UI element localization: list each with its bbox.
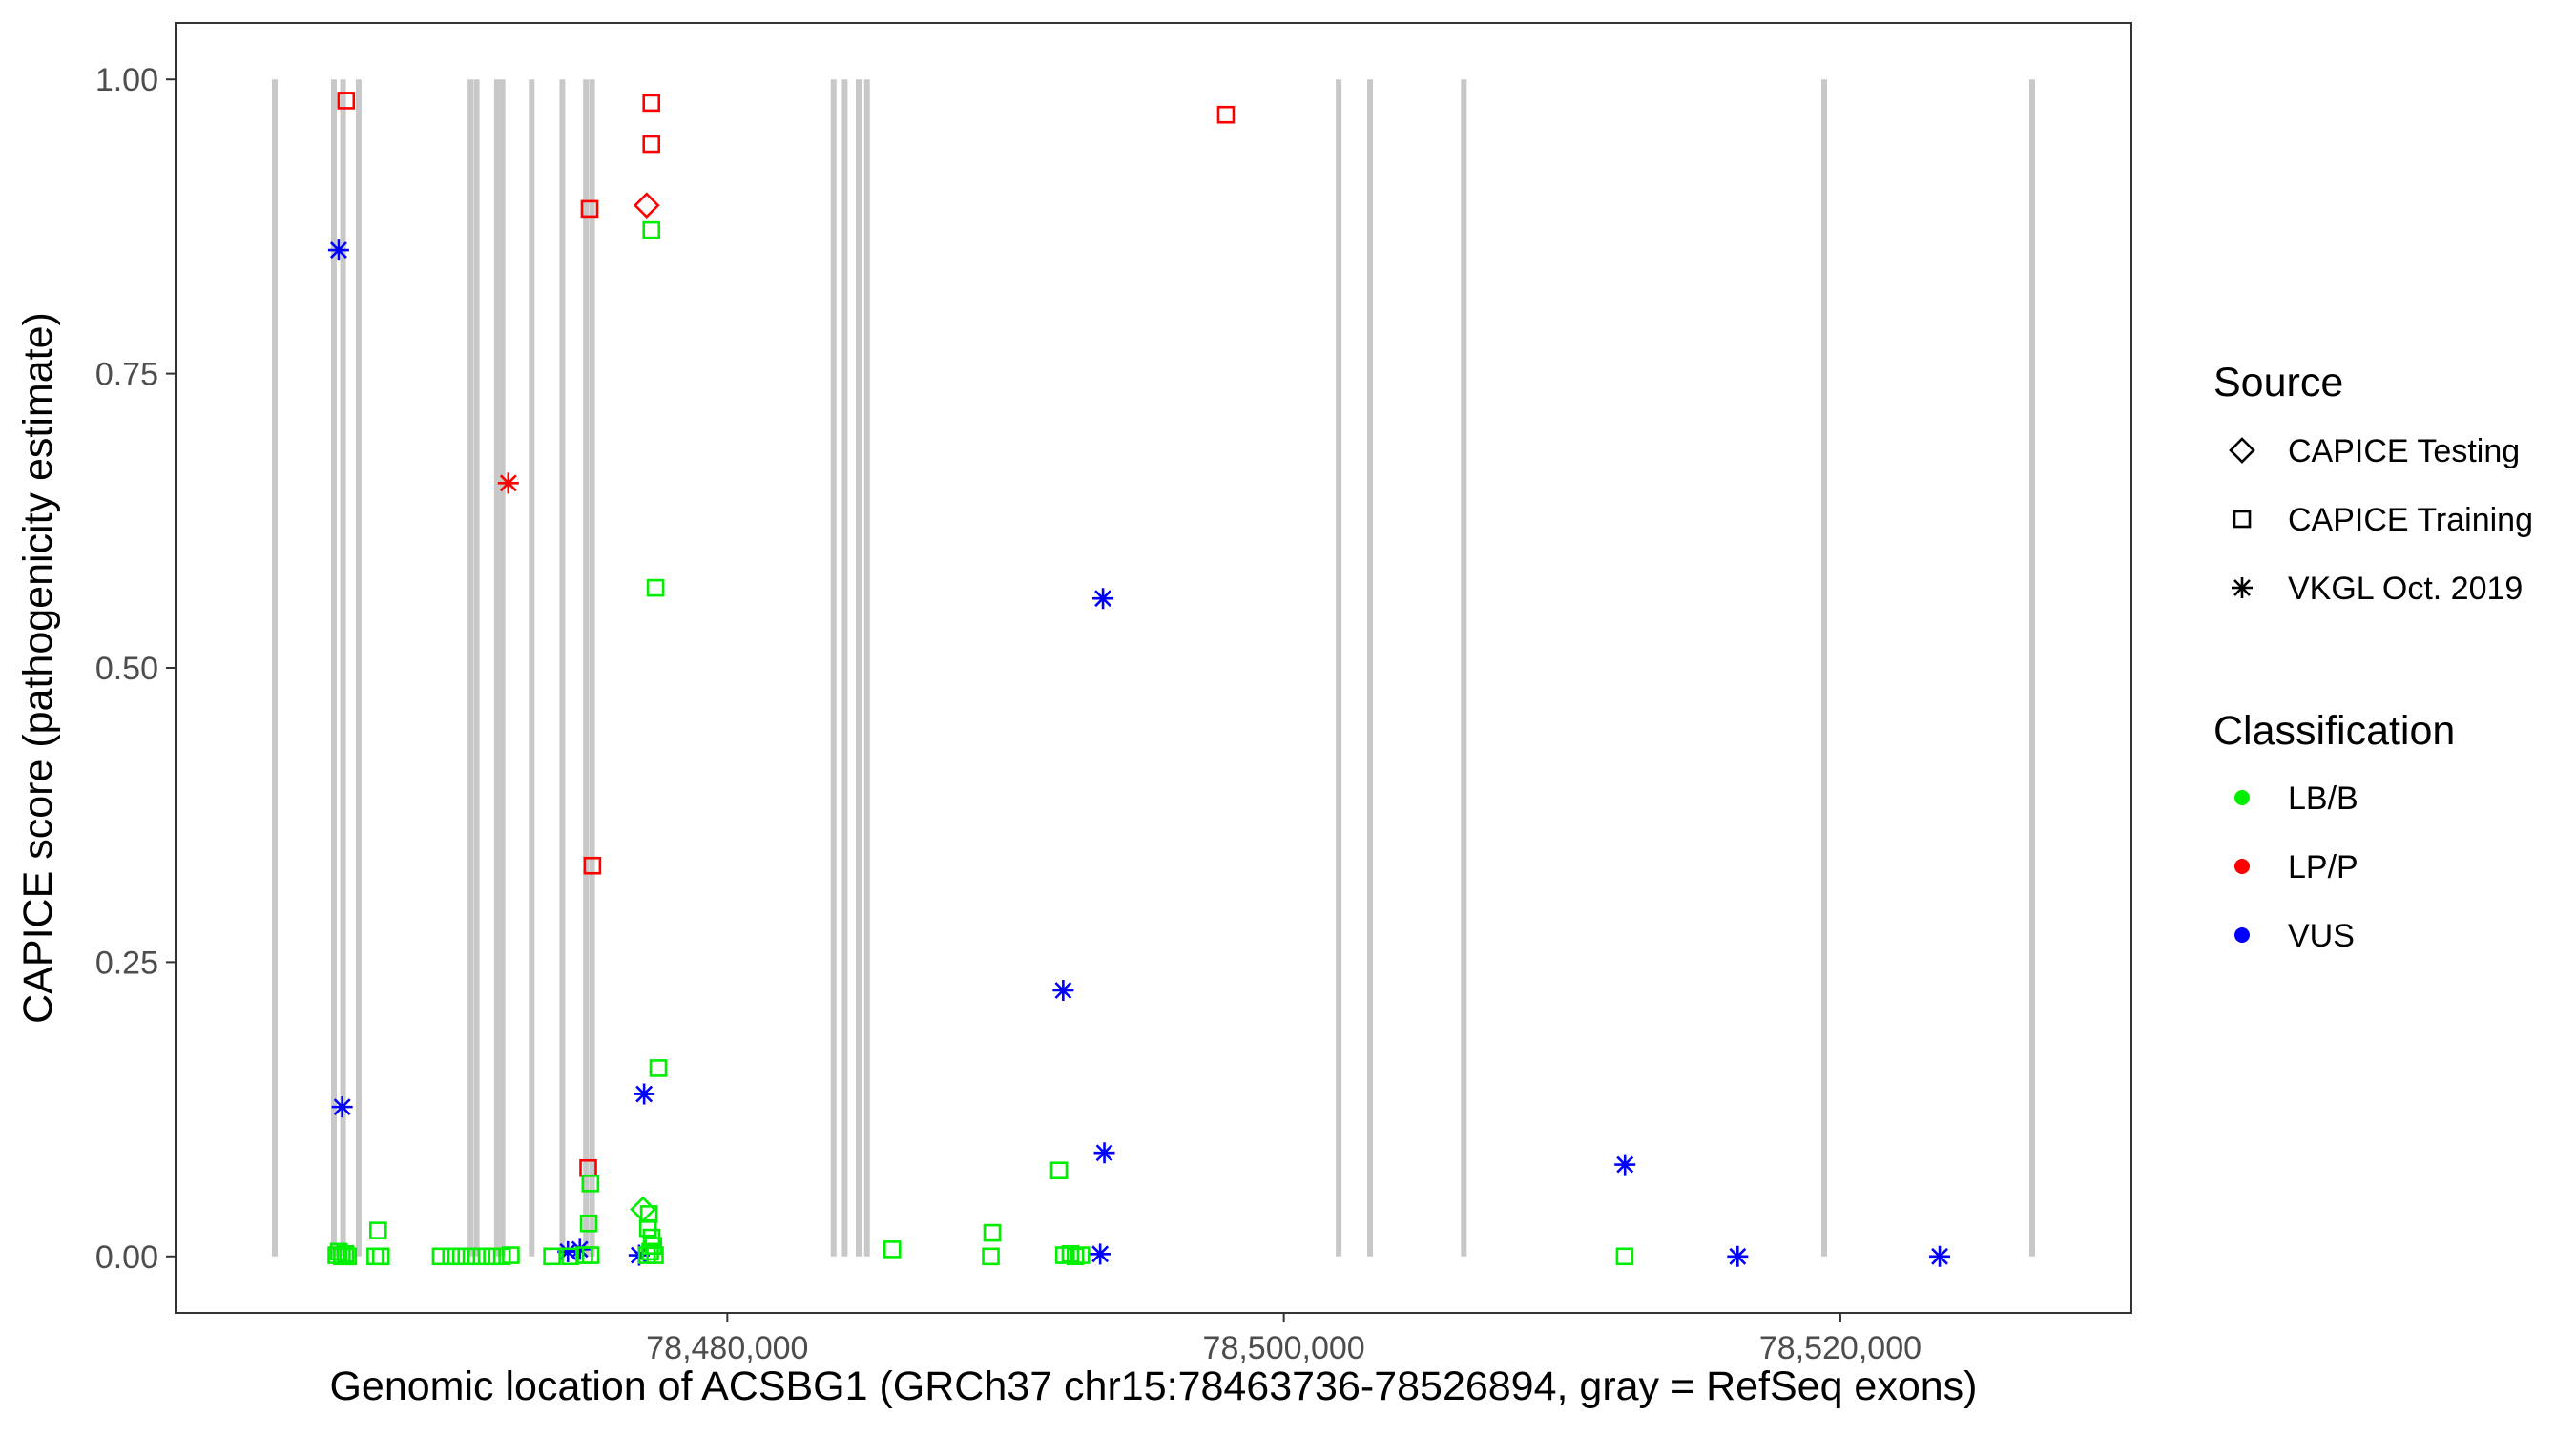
data-point	[331, 1096, 353, 1118]
x-tick-label: 78,480,000	[646, 1330, 808, 1366]
data-point	[630, 1196, 656, 1223]
x-tick-label: 78,500,000	[1203, 1330, 1365, 1366]
data-point	[1093, 1142, 1115, 1164]
y-axis-ticks: 0.00 0.25 0.50 0.75 1.00	[95, 62, 176, 1276]
data-point	[557, 1240, 579, 1262]
legend-key-diamond	[2229, 437, 2255, 464]
y-tick-label: 0.75	[95, 357, 158, 393]
data-point	[369, 1221, 387, 1239]
x-axis-title: Genomic location of ACSBG1 (GRCh37 chr15…	[329, 1363, 1977, 1409]
legend-key-dot	[2234, 927, 2250, 943]
data-point	[1072, 1246, 1091, 1264]
data-point	[543, 1247, 561, 1266]
data-point	[583, 856, 602, 875]
data-point	[581, 1175, 600, 1193]
data-point	[336, 1245, 355, 1263]
data-point	[983, 1223, 1002, 1242]
data-point	[337, 92, 356, 110]
data-points	[327, 92, 1951, 1267]
data-point	[327, 239, 349, 261]
data-point	[472, 1247, 491, 1266]
legend-key-dot	[2234, 790, 2250, 805]
data-point	[502, 1246, 520, 1264]
exon-lines	[272, 79, 2035, 1257]
data-point	[1727, 1245, 1749, 1267]
data-point	[1614, 1154, 1636, 1176]
data-point	[642, 135, 661, 154]
legend-label: LB/B	[2288, 780, 2358, 817]
data-point	[1615, 1247, 1634, 1266]
data-point	[638, 1218, 657, 1238]
legend: Source CAPICE Testing CAPICE Training VKGL …	[2213, 360, 2533, 954]
data-point	[580, 199, 599, 219]
y-tick-label: 1.00	[95, 62, 158, 98]
data-point	[442, 1247, 461, 1266]
legend-label: VUS	[2288, 918, 2355, 954]
legend-label: VKGL Oct. 2019	[2288, 571, 2523, 607]
legend-label: CAPICE Training	[2288, 502, 2533, 538]
data-point	[339, 1247, 358, 1266]
y-tick-label: 0.50	[95, 651, 158, 687]
data-point	[883, 1240, 902, 1259]
y-tick-label: 0.00	[95, 1239, 158, 1276]
data-point	[1049, 1161, 1069, 1180]
data-point	[634, 1083, 655, 1105]
data-point	[451, 1247, 470, 1266]
data-point	[646, 578, 665, 597]
data-point	[492, 1247, 511, 1266]
data-point	[1216, 105, 1236, 124]
y-axis-title: CAPICE score (pathogenicity estimate)	[15, 312, 61, 1024]
legend-title-source: Source	[2213, 360, 2343, 406]
data-point	[1092, 588, 1114, 610]
legend-label: CAPICE Testing	[2288, 433, 2520, 469]
data-point	[1061, 1245, 1080, 1263]
data-point	[462, 1247, 481, 1266]
data-point	[431, 1247, 450, 1266]
data-point	[646, 1246, 664, 1264]
data-point	[371, 1247, 390, 1266]
data-point	[497, 472, 519, 494]
data-point	[633, 192, 660, 219]
x-axis-ticks: 78,480,000 78,500,000 78,520,000	[646, 1313, 1922, 1366]
data-point	[569, 1238, 591, 1260]
data-point	[483, 1247, 501, 1266]
data-point	[1052, 980, 1074, 1001]
data-point	[581, 1246, 600, 1264]
legend-key-square	[2233, 510, 2252, 529]
legend-key-dot	[2234, 859, 2250, 874]
data-point	[649, 1059, 668, 1077]
legend-label: LP/P	[2288, 849, 2358, 885]
data-point	[642, 94, 661, 113]
data-point	[579, 1214, 598, 1233]
data-point	[1090, 1243, 1111, 1265]
data-point	[642, 220, 661, 239]
data-point	[641, 1242, 659, 1261]
x-tick-label: 78,520,000	[1759, 1330, 1922, 1366]
data-point	[1929, 1245, 1951, 1267]
data-point	[982, 1247, 1000, 1266]
legend-key-asterisk	[2232, 577, 2253, 598]
y-tick-label: 0.25	[95, 945, 158, 981]
legend-title-classification: Classification	[2213, 708, 2455, 754]
